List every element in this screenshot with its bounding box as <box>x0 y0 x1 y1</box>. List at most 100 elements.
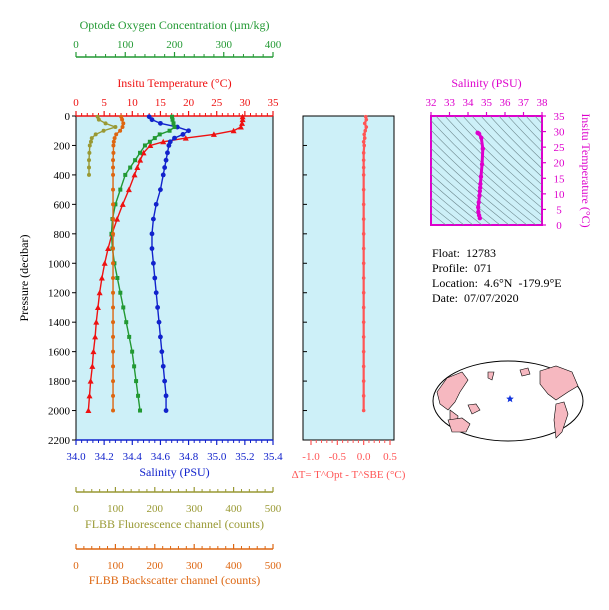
temperature-point <box>182 135 189 141</box>
fluorescence-tick-label: 100 <box>107 503 124 515</box>
delta-t-tick-label: -0.5 <box>329 451 347 463</box>
oxygen-point <box>170 114 175 119</box>
salinity-tick-label: 34.2 <box>95 451 114 463</box>
salinity-point <box>155 305 161 310</box>
salinity-point <box>160 172 166 178</box>
delta-t-point <box>364 117 369 122</box>
fluorescence-tick-label: 500 <box>265 503 282 515</box>
delta-t-tick-label: -1.0 <box>302 451 320 463</box>
ts-temperature-tick-label: 0 <box>556 220 562 232</box>
backscatter-point <box>111 276 116 280</box>
backscatter-point <box>111 261 116 266</box>
pressure-tick-label: 800 <box>54 229 71 241</box>
oxygen-point <box>121 305 126 310</box>
delta-t-point <box>362 143 366 148</box>
salinity-point <box>166 143 172 148</box>
backscatter-point <box>118 128 123 133</box>
ts-temperature-tick-label: 30 <box>554 127 566 139</box>
backscatter-point <box>111 334 116 339</box>
backscatter-tick-label: 100 <box>107 560 124 572</box>
oxygen-point <box>142 143 147 148</box>
salinity-point <box>153 290 159 296</box>
backscatter-point <box>111 172 116 177</box>
density-contour <box>431 181 483 225</box>
salinity-tick-label: 34.0 <box>66 451 86 463</box>
backscatter-point <box>111 165 116 170</box>
temperature-tick-label: 30 <box>239 97 251 109</box>
density-contour <box>453 116 542 201</box>
delta-t-point <box>361 305 366 310</box>
ts-panel <box>430 115 543 226</box>
temperature-point <box>93 319 100 325</box>
delta-t-point <box>362 136 367 140</box>
fluorescence-point <box>87 143 92 148</box>
temperature-point <box>92 333 99 340</box>
density-contour <box>444 116 542 209</box>
delta-t-point <box>361 173 366 177</box>
oxygen-point <box>170 117 175 122</box>
map-landmass <box>539 365 579 401</box>
salinity-point <box>163 393 169 399</box>
delta-t-point <box>361 290 366 295</box>
backscatter-tick-label: 0 <box>73 560 79 572</box>
temperature-point <box>85 407 92 414</box>
delta-t-point <box>363 114 368 119</box>
backscatter-point <box>111 150 116 155</box>
profile-number: Profile: 071 <box>432 261 492 275</box>
oxygen-tick-label: 400 <box>265 39 282 51</box>
ts-temperature-tick-label: 10 <box>554 189 566 201</box>
density-contour <box>431 129 537 225</box>
temperature-tick-label: 0 <box>73 97 79 109</box>
ts-point <box>476 200 481 205</box>
density-contour <box>480 116 542 178</box>
ts-salinity-tick-label: 35 <box>481 97 493 109</box>
pressure-tick-label: 400 <box>54 170 71 182</box>
pressure-tick-label: 1600 <box>48 347 71 359</box>
temperature-point <box>98 275 105 281</box>
oxygen-point <box>128 165 133 170</box>
backscatter-point <box>111 290 116 295</box>
ts-point <box>476 209 481 215</box>
salinity-point <box>158 334 163 340</box>
backscatter-tick-label: 400 <box>225 560 242 572</box>
oxygen-point <box>167 128 172 133</box>
delta-t-point <box>361 408 366 413</box>
temperature-point <box>237 124 244 130</box>
backscatter-point <box>120 117 125 122</box>
temperature-point <box>160 138 167 145</box>
temperature-tick-label: 25 <box>211 97 223 109</box>
float-location: Location: 4.6°N -179.9°E <box>432 276 562 290</box>
temperature-point <box>101 260 108 266</box>
oxygen-tick-label: 300 <box>216 39 233 51</box>
backscatter-axis-title: FLBB Backscatter channel (counts) <box>89 573 261 587</box>
density-contour <box>489 116 542 169</box>
delta-t-point <box>361 335 366 339</box>
delta-t-panel <box>302 115 395 441</box>
fluorescence-point <box>103 121 108 126</box>
ts-salinity-tick-label: 36 <box>500 97 512 109</box>
backscatter-tick-label: 200 <box>147 560 164 572</box>
salinity-point <box>167 139 173 145</box>
fluorescence-axis-title: FLBB Fluorescence channel (counts) <box>85 517 264 531</box>
delta-t-point <box>361 364 366 369</box>
salinity-axis-title: Salinity (PSU) <box>139 465 209 479</box>
ts-temperature-tick-label: 20 <box>554 158 566 170</box>
oxygen-point <box>133 158 138 163</box>
fluorescence-point <box>101 128 106 133</box>
density-contour <box>431 147 519 225</box>
density-contour <box>435 116 542 216</box>
salinity-point <box>172 135 177 141</box>
temperature-point <box>239 120 246 126</box>
backscatter-point <box>111 364 116 369</box>
float-id: Float: 12783 <box>432 246 497 260</box>
oxygen-point <box>118 290 123 295</box>
backscatter-point <box>120 125 125 130</box>
density-contour <box>516 116 542 143</box>
ts-temperature-tick-label: 5 <box>556 204 562 216</box>
salinity-point <box>186 128 191 134</box>
delta-t-point <box>361 246 366 251</box>
backscatter-tick-label: 500 <box>265 560 282 572</box>
delta-t-point <box>361 151 366 155</box>
oxygen-point <box>127 334 132 339</box>
